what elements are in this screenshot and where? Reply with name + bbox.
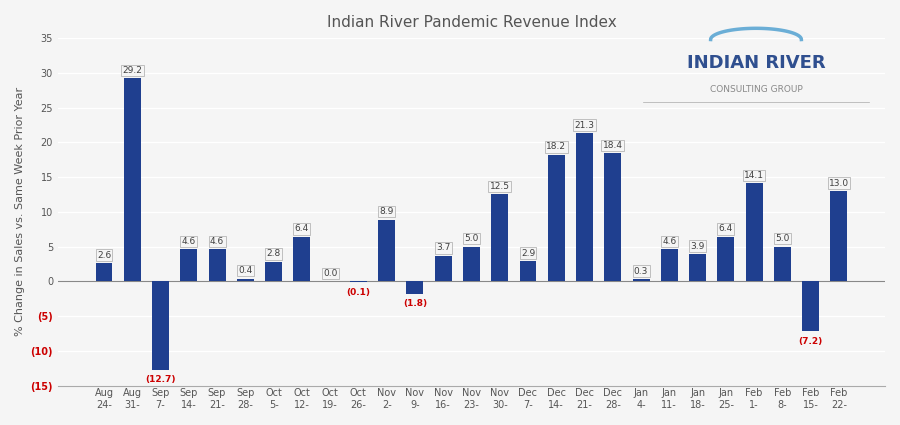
Bar	[124, 79, 140, 281]
Bar	[350, 281, 367, 282]
Text: 3.7: 3.7	[436, 243, 450, 252]
Text: 5.0: 5.0	[464, 234, 479, 243]
Bar	[463, 246, 480, 281]
Bar	[717, 237, 734, 281]
Text: 8.9: 8.9	[380, 207, 394, 216]
Bar	[95, 264, 112, 281]
Text: (0.1): (0.1)	[346, 288, 371, 297]
Bar	[802, 281, 819, 332]
Text: 4.6: 4.6	[210, 237, 224, 246]
Bar	[604, 153, 621, 281]
Bar	[152, 281, 169, 370]
Bar	[576, 133, 593, 281]
Title: Indian River Pandemic Revenue Index: Indian River Pandemic Revenue Index	[327, 15, 616, 30]
Bar	[774, 246, 791, 281]
Bar	[293, 237, 310, 281]
Text: (7.2): (7.2)	[798, 337, 823, 346]
Bar	[745, 183, 762, 281]
Text: 2.6: 2.6	[97, 251, 111, 260]
Text: 4.6: 4.6	[662, 237, 677, 246]
Text: (1.8): (1.8)	[403, 300, 427, 309]
Bar	[237, 279, 254, 281]
Bar	[633, 279, 650, 281]
Text: 14.1: 14.1	[744, 171, 764, 180]
Text: (12.7): (12.7)	[145, 375, 176, 384]
Text: INDIAN RIVER: INDIAN RIVER	[687, 54, 825, 72]
Text: 6.4: 6.4	[719, 224, 733, 233]
Text: 3.9: 3.9	[690, 242, 705, 251]
Text: 13.0: 13.0	[829, 178, 849, 187]
Bar	[209, 249, 226, 281]
Text: 5.0: 5.0	[775, 234, 789, 243]
Bar	[266, 262, 282, 281]
Bar	[180, 249, 197, 281]
Bar	[491, 195, 508, 281]
Text: 12.5: 12.5	[490, 182, 509, 191]
Text: 0.0: 0.0	[323, 269, 338, 278]
Text: 0.4: 0.4	[238, 266, 252, 275]
Text: 18.4: 18.4	[603, 141, 623, 150]
Text: 18.2: 18.2	[546, 142, 566, 151]
Bar	[689, 254, 706, 281]
Text: 4.6: 4.6	[182, 237, 196, 246]
Bar	[407, 281, 423, 294]
Text: 6.4: 6.4	[294, 224, 309, 233]
Text: 2.9: 2.9	[521, 249, 535, 258]
Text: 0.3: 0.3	[634, 267, 648, 276]
Bar	[548, 155, 564, 281]
Bar	[519, 261, 536, 281]
Text: 2.8: 2.8	[266, 249, 281, 258]
Y-axis label: % Change in Sales vs. Same Week Prior Year: % Change in Sales vs. Same Week Prior Ye…	[15, 87, 25, 337]
Text: CONSULTING GROUP: CONSULTING GROUP	[709, 85, 803, 94]
Bar	[378, 219, 395, 281]
Bar	[831, 191, 848, 281]
Bar	[435, 256, 452, 281]
Text: 21.3: 21.3	[574, 121, 595, 130]
Bar	[661, 249, 678, 281]
Text: 29.2: 29.2	[122, 66, 142, 75]
